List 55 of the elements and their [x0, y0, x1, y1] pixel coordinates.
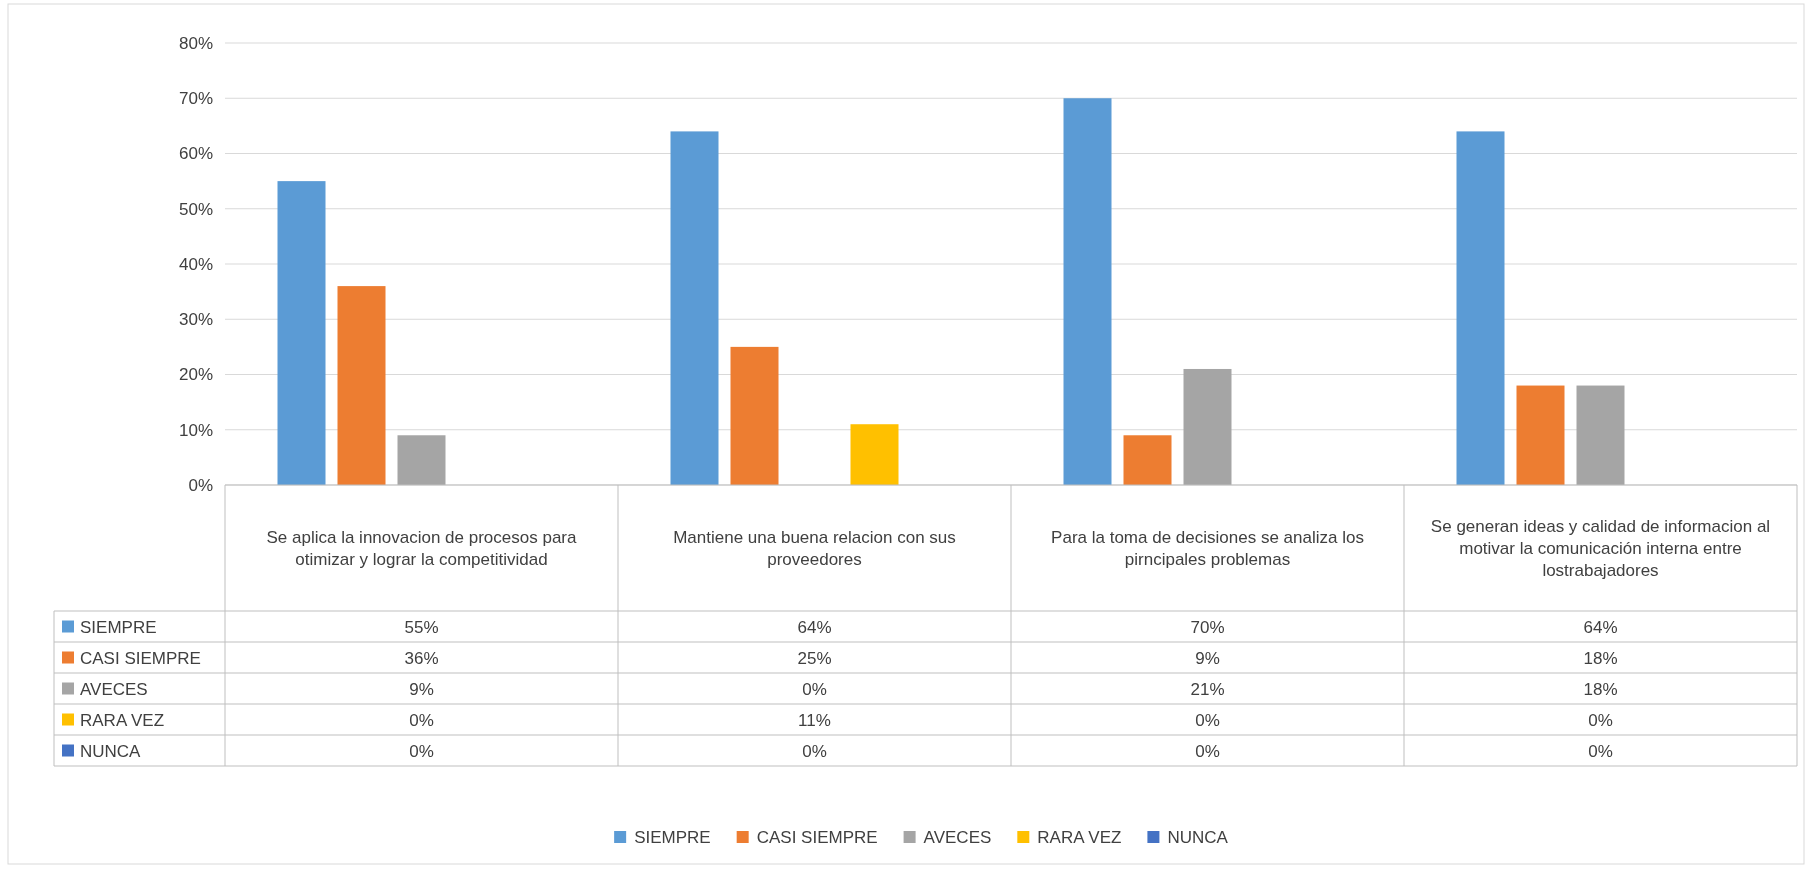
data-label: 11% — [798, 710, 831, 730]
bar — [397, 435, 446, 485]
y-tick-label: 80% — [178, 33, 213, 53]
data-label: 0% — [1588, 741, 1613, 761]
legend-label: RARA VEZ — [1037, 828, 1122, 847]
text: SIEMPRE — [634, 828, 711, 847]
data-label: 0% — [1588, 710, 1613, 730]
y-tick-label: 60% — [178, 144, 213, 164]
y-tick-label: 40% — [178, 254, 213, 274]
data-label: 0% — [802, 741, 827, 761]
y-tick-label: 50% — [178, 199, 213, 219]
data-label: 9% — [409, 679, 434, 699]
data-label: 9% — [1195, 648, 1220, 668]
x-tick-label: Se aplica la innovacion de procesos para otimizar y lograr la competitividad — [266, 528, 578, 569]
data-label: 0% — [409, 741, 434, 761]
text: AVECES — [923, 828, 992, 847]
data-label: 0% — [1195, 710, 1220, 730]
y-tick-label: 70% — [178, 89, 213, 109]
data-label: 18% — [1583, 679, 1618, 699]
data-label: 64% — [797, 617, 832, 637]
data-label: 70% — [1190, 617, 1225, 637]
data-label: 25% — [797, 648, 832, 668]
bar — [670, 131, 719, 485]
legend-label: AVECES — [80, 679, 148, 699]
data-label: 21% — [1190, 679, 1225, 699]
x-tick-label: Mantiene una buena relacion con sus proveedores — [673, 528, 956, 569]
text: CASI SIEMPRE — [756, 828, 878, 847]
data-label: 18% — [1583, 648, 1618, 668]
bar — [1576, 385, 1625, 485]
data-label: 0% — [1195, 741, 1220, 761]
bar — [337, 286, 386, 485]
bar — [850, 424, 899, 485]
data-label: 64% — [1583, 617, 1618, 637]
x-tick-label: Para la toma de decisiones se analiza los pirncipales problemas — [1051, 528, 1364, 569]
bar — [1063, 98, 1112, 485]
data-label: 0% — [409, 710, 434, 730]
y-tick-label: 10% — [178, 420, 213, 440]
legend-label: CASI SIEMPRE — [80, 648, 201, 668]
text: NUNCA — [1167, 828, 1228, 847]
bar — [730, 346, 779, 485]
bar — [277, 181, 326, 485]
bar — [1183, 368, 1232, 485]
x-tick-label: Se generan ideas y calidad de informacion al motivar la comunicación interna entre lostrabajadores — [1430, 517, 1771, 580]
text: RARA VEZ — [80, 710, 165, 730]
bar — [1123, 435, 1172, 485]
data-label: 0% — [802, 679, 827, 699]
bar — [1516, 385, 1565, 485]
legend-label: NUNCA — [80, 741, 142, 761]
data-label: 36% — [404, 648, 439, 668]
y-tick-label: 0% — [188, 475, 213, 495]
data-label: 55% — [404, 617, 439, 637]
y-tick-label: 20% — [178, 365, 213, 385]
legend-label: SIEMPRE — [80, 617, 157, 637]
bar — [1456, 131, 1505, 485]
y-tick-label: 30% — [178, 310, 213, 330]
